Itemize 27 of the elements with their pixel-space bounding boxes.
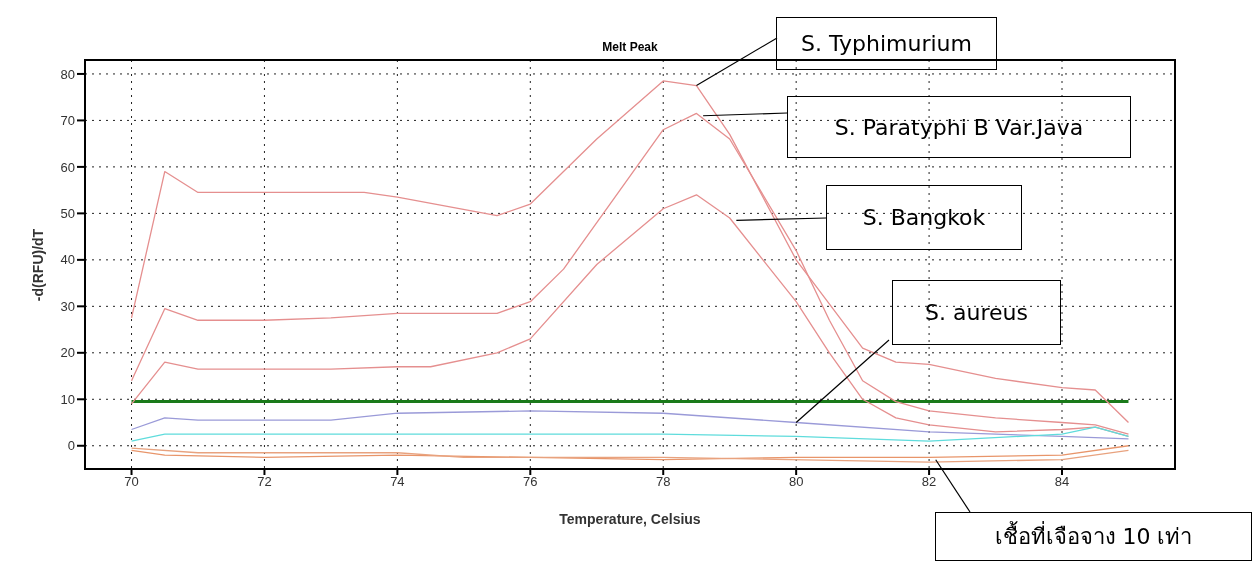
y-tick-label: 10 — [60, 391, 75, 407]
annotation: S. Paratyphi B Var.Java — [787, 96, 1131, 158]
x-tick-label: 76 — [523, 474, 538, 490]
annotation: เชื้อที่เจือจาง 10 เท่า — [935, 512, 1252, 561]
annotation: S. Bangkok — [826, 185, 1022, 250]
y-tick-label: 70 — [60, 113, 75, 129]
y-tick-label: 80 — [60, 66, 75, 82]
y-tick-label: 20 — [60, 345, 75, 361]
y-tick-label: 0 — [67, 438, 75, 454]
y-tick-label: 30 — [60, 298, 75, 314]
line-series — [130, 426, 1130, 442]
y-tick-label: 50 — [60, 205, 75, 221]
x-tick-label: 72 — [257, 474, 272, 490]
chart-title: Melt Peak — [602, 40, 658, 54]
x-tick-label: 84 — [1054, 474, 1070, 490]
line-series — [130, 410, 1130, 440]
x-tick-label: 78 — [656, 474, 671, 490]
annotation: S. Typhimurium — [776, 17, 997, 70]
y-tick-label: 60 — [60, 159, 75, 175]
y-axis-title: -d(RFU)/dT — [30, 228, 46, 301]
x-tick-label: 70 — [124, 474, 139, 490]
x-axis-title: Temperature, Celsius — [559, 511, 701, 527]
x-tick-label: 80 — [788, 474, 804, 490]
x-tick-label: 82 — [921, 474, 937, 490]
y-tick-label: 40 — [60, 252, 75, 268]
x-tick-label: 74 — [390, 474, 405, 490]
annotation: S. aureus — [892, 280, 1061, 345]
